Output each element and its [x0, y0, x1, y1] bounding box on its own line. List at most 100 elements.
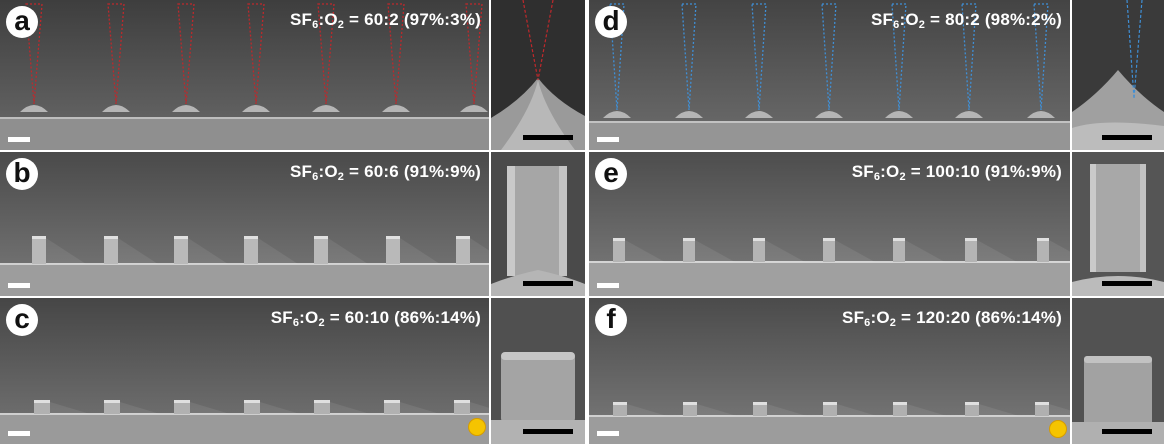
sem-zoom-panel-a — [491, 0, 585, 150]
pillar-shadow — [1049, 404, 1070, 416]
pillar-shadow — [837, 404, 877, 416]
sem-zoom-image-f — [1072, 298, 1164, 444]
gas-ratio-label-f: SF6:O2 = 120:20 (86%:14%) — [842, 308, 1062, 329]
panel-letter-a: a — [6, 6, 38, 38]
pillar-shadow — [260, 402, 300, 414]
sem-panel-c: c SF6:O2 = 60:10 (86%:14%) — [0, 298, 489, 444]
pillar — [965, 402, 979, 416]
pillar-top — [314, 236, 328, 239]
sem-panel-a: a SF6:O2 = 60:2 (97%:3%) — [0, 0, 489, 150]
pillar — [244, 400, 260, 414]
pillar — [384, 400, 400, 414]
pillar-top — [893, 402, 907, 405]
sem-zoom-image-d — [1072, 0, 1164, 150]
pillar-top — [384, 400, 400, 403]
tip-outline — [681, 3, 697, 111]
tip-mound — [20, 105, 48, 112]
tip-outline — [107, 3, 125, 105]
scale-bar-e — [597, 283, 619, 288]
pillar — [613, 402, 627, 416]
sem-image-f — [589, 298, 1070, 444]
pillar-group-c — [34, 400, 489, 414]
pillar-top — [314, 400, 330, 403]
pillar — [753, 238, 765, 262]
sem-zoom-panel-b — [491, 152, 585, 296]
tip-outline — [387, 3, 405, 105]
pillar-top — [823, 402, 837, 405]
pillar-shadow — [120, 402, 160, 414]
tip-outline — [177, 3, 195, 105]
gas-ratio-label-d: SF6:O2 = 80:2 (98%:2%) — [871, 10, 1062, 31]
pillar — [104, 400, 120, 414]
pillar-top — [244, 400, 260, 403]
pillar — [893, 238, 905, 262]
tip-mound — [172, 105, 200, 112]
pillar-shadow — [835, 240, 875, 262]
pillar — [174, 236, 188, 264]
tip-outline — [751, 3, 767, 111]
panel-letter-f: f — [595, 304, 627, 336]
gas-ratio-label-c: SF6:O2 = 60:10 (86%:14%) — [270, 308, 481, 329]
pillar-top — [613, 238, 625, 241]
tip-group-a — [20, 3, 488, 112]
pillar — [386, 236, 400, 264]
pillar-top — [174, 400, 190, 403]
pillar-top — [1035, 402, 1049, 405]
pillar-top — [965, 238, 977, 241]
tip-outline — [891, 3, 907, 111]
tip-outline — [25, 3, 43, 105]
pillar — [34, 400, 50, 414]
panel-letter-b: b — [6, 158, 38, 190]
pillar-shadow — [1049, 240, 1070, 262]
pillar-shadow — [697, 404, 737, 416]
sem-zoom-image-e — [1072, 152, 1164, 296]
zoom-scale-bar-b — [523, 281, 573, 286]
tip-outline — [609, 3, 625, 111]
scale-bar-a — [8, 137, 30, 142]
sem-zoom-panel-e — [1072, 152, 1164, 296]
pillar-shadow — [328, 238, 368, 264]
sem-image-b — [0, 152, 489, 296]
pillar-top — [174, 236, 188, 239]
pillar-shadow — [50, 402, 90, 414]
pillar-top — [244, 236, 258, 239]
sem-zoom-image-c — [491, 298, 585, 444]
pillar-group-b — [32, 236, 489, 264]
sem-zoom-image-a — [491, 0, 585, 150]
institute-logo-c — [468, 418, 486, 436]
sem-image-c — [0, 298, 489, 444]
gas-ratio-label-b: SF6:O2 = 60:6 (91%:9%) — [290, 162, 481, 183]
zoom-scale-bar-f — [1102, 429, 1152, 434]
pillar — [613, 238, 625, 262]
tip-mound — [460, 105, 488, 112]
pillar — [314, 236, 328, 264]
pillar-shadow — [330, 402, 370, 414]
sem-zoom-panel-d — [1072, 0, 1164, 150]
tip-mound — [675, 111, 703, 118]
pillar-top — [1037, 238, 1049, 241]
pillar-shadow — [118, 238, 158, 264]
tip-group-d — [603, 3, 1055, 118]
pillar-top — [454, 400, 470, 403]
tip-mound — [102, 105, 130, 112]
sem-panel-d: d SF6:O2 = 80:2 (98%:2%) — [589, 0, 1070, 150]
pillar-top — [965, 402, 979, 405]
pillar-shadow — [190, 402, 230, 414]
pillar — [965, 238, 977, 262]
pillar — [823, 238, 835, 262]
pillar-group-e — [613, 238, 1070, 262]
tip-outline — [821, 3, 837, 111]
pillar-top — [386, 236, 400, 239]
pillar — [683, 238, 695, 262]
tip-mound — [382, 105, 410, 112]
pillar-top — [104, 236, 118, 239]
institute-logo-f — [1049, 420, 1067, 438]
zoom-scale-bar-d — [1102, 135, 1152, 140]
sem-zoom-panel-f — [1072, 298, 1164, 444]
tip-mound — [815, 111, 843, 118]
pillar-shadow — [979, 404, 1019, 416]
pillar-top — [104, 400, 120, 403]
pillar-shadow — [977, 240, 1017, 262]
pillar-top — [893, 238, 905, 241]
tip-outline — [317, 3, 335, 105]
